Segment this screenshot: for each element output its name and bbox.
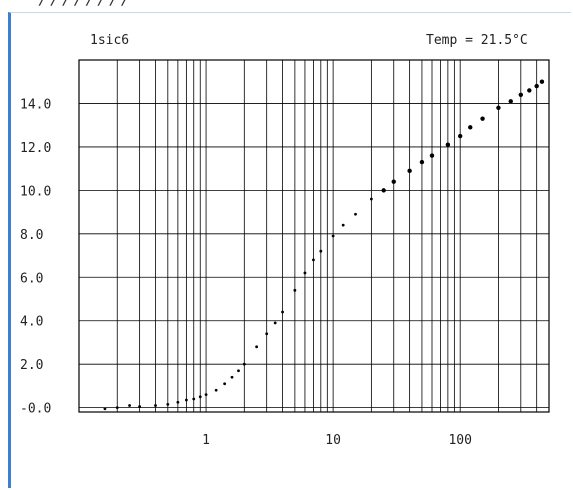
y-tick-label: 12.0 bbox=[20, 141, 51, 156]
data-point bbox=[199, 395, 202, 398]
y-tick-label: -0.0 bbox=[20, 402, 51, 417]
data-point bbox=[527, 88, 531, 92]
data-point bbox=[370, 198, 373, 201]
temp-annotation: Temp = 21.5°C bbox=[426, 33, 528, 48]
data-point bbox=[354, 213, 357, 216]
data-point bbox=[265, 332, 268, 335]
data-point bbox=[458, 134, 462, 138]
y-tick-label: 2.0 bbox=[20, 358, 43, 373]
data-point bbox=[519, 93, 523, 97]
data-point bbox=[205, 393, 208, 396]
data-point bbox=[509, 99, 513, 103]
y-tick-label: 10.0 bbox=[20, 184, 51, 199]
data-point bbox=[128, 404, 131, 407]
data-point bbox=[392, 179, 396, 183]
data-point bbox=[243, 363, 246, 366]
x-tick-label: 1 bbox=[202, 433, 210, 448]
y-tick-label: 14.0 bbox=[20, 97, 51, 112]
data-point bbox=[534, 84, 538, 88]
y-tick-label: 8.0 bbox=[20, 228, 43, 243]
data-point bbox=[312, 259, 315, 262]
data-point bbox=[420, 160, 424, 164]
data-point bbox=[231, 376, 234, 379]
plot-area bbox=[79, 60, 549, 412]
x-tick-labels: 1 10 100 bbox=[202, 433, 472, 448]
data-point bbox=[381, 188, 385, 192]
data-point bbox=[342, 224, 345, 227]
data-point bbox=[496, 106, 500, 110]
data-point bbox=[480, 116, 484, 120]
data-point bbox=[138, 405, 141, 408]
data-point bbox=[274, 322, 277, 325]
data-point bbox=[223, 382, 226, 385]
data-point bbox=[281, 311, 284, 314]
data-point bbox=[116, 406, 119, 409]
data-point bbox=[104, 407, 107, 410]
data-point bbox=[154, 404, 157, 407]
data-point bbox=[293, 289, 296, 292]
data-point bbox=[304, 272, 307, 275]
data-point bbox=[166, 403, 169, 406]
x-tick-label: 100 bbox=[448, 433, 471, 448]
data-point bbox=[430, 153, 434, 157]
data-point bbox=[332, 235, 335, 238]
y-tick-label: 6.0 bbox=[20, 271, 43, 286]
data-point bbox=[237, 369, 240, 372]
y-tick-label: 4.0 bbox=[20, 315, 43, 330]
y-tick-labels: 14.0 12.0 10.0 8.0 6.0 4.0 2.0 -0.0 bbox=[20, 97, 51, 416]
chart-title: 1sic6 bbox=[90, 33, 129, 48]
data-point bbox=[540, 80, 544, 84]
data-point bbox=[446, 143, 450, 147]
data-point bbox=[192, 398, 195, 401]
data-point bbox=[319, 250, 322, 253]
data-point bbox=[176, 401, 179, 404]
data-point bbox=[468, 125, 472, 129]
x-tick-label: 10 bbox=[325, 433, 341, 448]
data-point bbox=[255, 345, 258, 348]
data-point bbox=[185, 399, 188, 402]
data-point bbox=[215, 389, 218, 392]
data-point bbox=[407, 169, 411, 173]
